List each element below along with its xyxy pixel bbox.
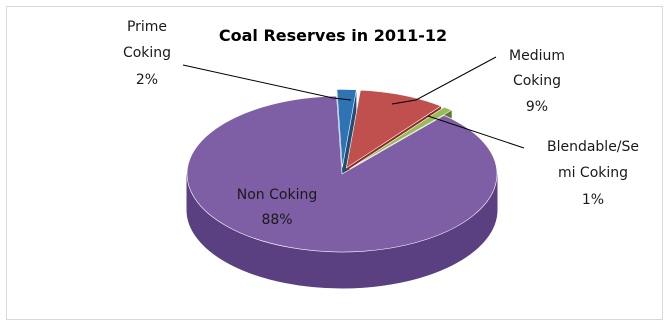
pie-top-layer: [186, 89, 498, 253]
label-medium-coking-value: 9%: [526, 99, 548, 115]
label-prime-coking: Prime Coking 2%: [123, 19, 171, 88]
label-blendable: Blendable/Se mi Coking 1%: [547, 139, 639, 208]
label-non-coking: Non Coking 88%: [237, 187, 317, 228]
label-prime-coking-value: 2%: [136, 72, 158, 88]
leader-lines: [182, 56, 525, 149]
label-prime-coking-line1: Prime: [127, 19, 167, 35]
label-medium-coking-line1: Medium: [509, 48, 565, 64]
pie-slice-blendable-semi-coking: [349, 106, 453, 170]
pie-slice-non-coking: [186, 95, 498, 253]
label-blendable-line2: mi Coking: [558, 165, 628, 181]
label-prime-coking-line2: Coking: [123, 45, 171, 61]
label-medium-coking: Medium Coking 9%: [509, 48, 565, 115]
label-non-coking-value: 88%: [261, 212, 292, 228]
leader-line-blendable: [427, 115, 525, 149]
leader-line-prime-coking: [182, 64, 352, 101]
label-medium-coking-line2: Coking: [513, 73, 561, 89]
pie-slice-prime-coking: [336, 89, 357, 168]
leader-line-medium-coking: [391, 56, 497, 105]
label-non-coking-line1: Non Coking: [237, 187, 317, 203]
pie-slice-medium-coking: [345, 89, 442, 169]
label-blendable-line1: Blendable/Se: [547, 139, 639, 155]
label-blendable-value: 1%: [582, 192, 604, 208]
chart-title: Coal Reserves in 2011-12: [219, 26, 447, 45]
